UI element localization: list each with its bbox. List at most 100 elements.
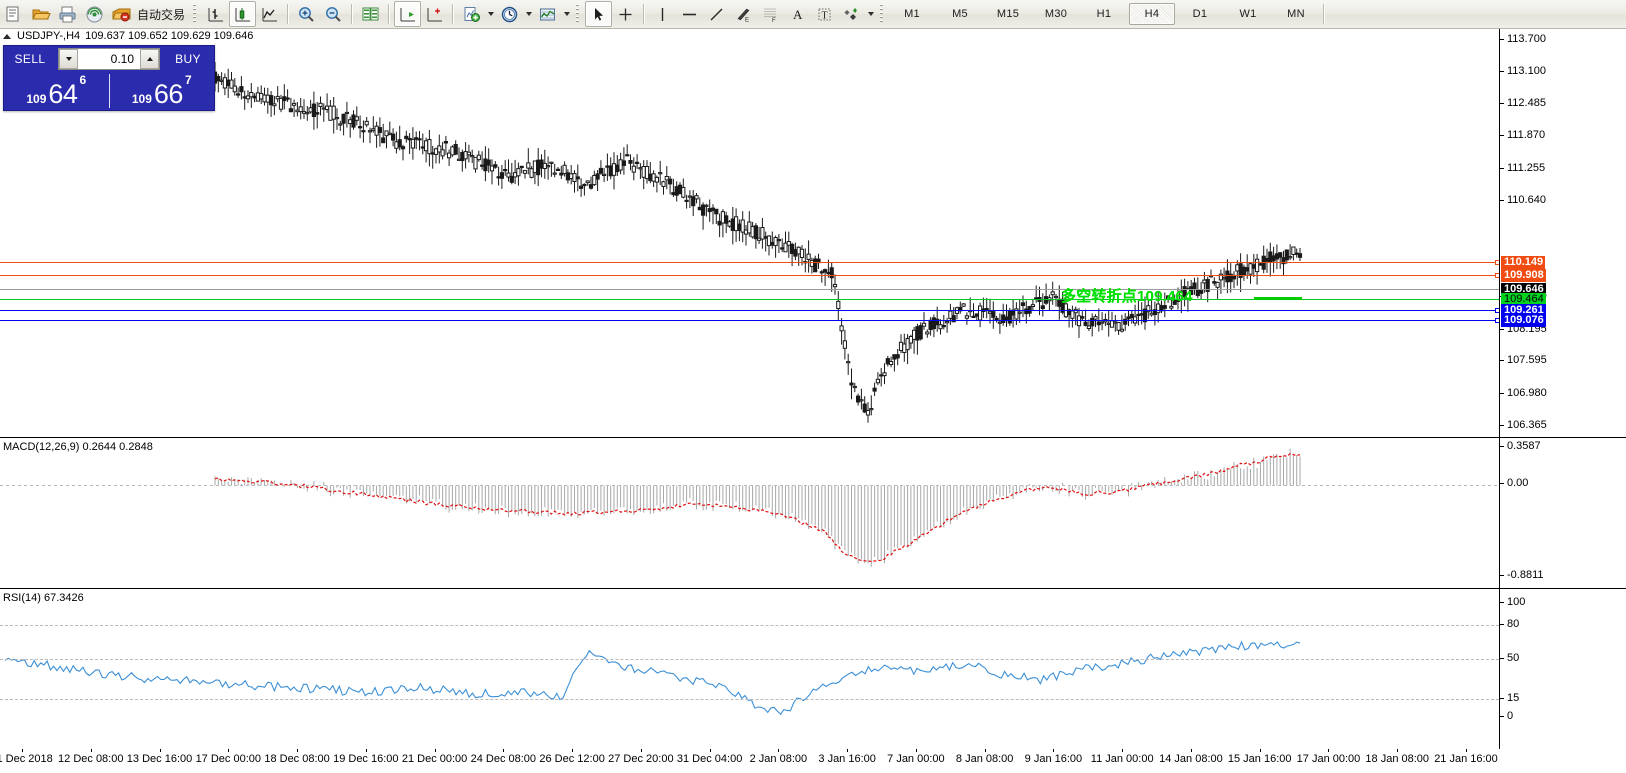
timeframe-mn-button[interactable]: MN bbox=[1287, 8, 1305, 20]
auto-scroll-icon[interactable] bbox=[394, 1, 422, 27]
level-line-109076[interactable] bbox=[0, 318, 1499, 323]
timeframe-h1-button[interactable]: H1 bbox=[1096, 8, 1112, 20]
print-preview-icon[interactable] bbox=[54, 1, 81, 27]
new-chart-icon[interactable] bbox=[458, 1, 485, 27]
rsi-plot-area[interactable] bbox=[0, 589, 1499, 750]
sell-price[interactable]: 109 64 6 bbox=[4, 72, 109, 110]
rsi-gridline bbox=[0, 699, 1499, 700]
text-label-icon[interactable]: A bbox=[784, 1, 811, 27]
level-handle[interactable] bbox=[1495, 318, 1499, 323]
timeframe-m15-button[interactable]: M15 bbox=[996, 8, 1020, 20]
svg-text:A: A bbox=[793, 7, 803, 22]
price-tag-109646[interactable]: 109.646 bbox=[1501, 283, 1546, 296]
time-tick bbox=[228, 749, 230, 752]
level-line-110149[interactable] bbox=[0, 260, 1499, 265]
volume-value[interactable]: 0.10 bbox=[110, 52, 134, 66]
timeframe-d1-button[interactable]: D1 bbox=[1192, 8, 1208, 20]
sell-button[interactable]: SELL bbox=[14, 52, 46, 66]
rsi-gridline bbox=[0, 659, 1499, 660]
bar-chart-icon[interactable] bbox=[202, 1, 229, 27]
toolbar-grip-1[interactable] bbox=[192, 4, 200, 24]
zoom-out-icon[interactable] bbox=[320, 1, 347, 27]
svg-text:T: T bbox=[822, 10, 828, 21]
time-label: 8 Jan 08:00 bbox=[955, 753, 1014, 765]
toolbar-grip-3[interactable] bbox=[879, 4, 887, 24]
buy-price-prefix: 109 bbox=[131, 92, 152, 106]
horizontal-line-icon[interactable] bbox=[676, 1, 703, 27]
price-plot-area[interactable]: 多空转折点109.464 bbox=[0, 29, 1499, 437]
shapes-dropdown-icon[interactable] bbox=[865, 2, 876, 26]
volume-increase-button[interactable] bbox=[140, 49, 159, 69]
time-label: 14 Jan 08:00 bbox=[1159, 753, 1223, 765]
fibonacci-icon[interactable]: F bbox=[757, 1, 784, 27]
buy-price[interactable]: 109 66 7 bbox=[110, 72, 215, 110]
buy-button[interactable]: BUY bbox=[175, 52, 201, 66]
trendline-icon[interactable] bbox=[703, 1, 730, 27]
autotrade-icon[interactable] bbox=[108, 1, 135, 27]
trade-panel-controls: SELL 0.10 BUY bbox=[4, 46, 214, 72]
toolbar-grip-2[interactable] bbox=[575, 4, 583, 24]
level-line-109908[interactable] bbox=[0, 273, 1499, 278]
volume-decrease-button[interactable] bbox=[59, 49, 78, 69]
price-axis[interactable]: 113.700 113.100 112.485 111.870 111.255 110.6… bbox=[1499, 29, 1626, 437]
equidistant-channel-icon[interactable]: E bbox=[730, 1, 757, 27]
candlestick-chart-icon[interactable] bbox=[229, 1, 257, 27]
time-tick bbox=[1259, 749, 1261, 752]
trade-panel-prices: 109 64 6 109 66 7 bbox=[4, 72, 214, 110]
indicators-dropdown-icon[interactable] bbox=[561, 2, 572, 26]
turning-point-annotation[interactable]: 多空转折点109.464 bbox=[1061, 288, 1193, 305]
timeframe-w1-button[interactable]: W1 bbox=[1239, 8, 1257, 20]
time-tick bbox=[1397, 749, 1399, 752]
level-line-109261[interactable] bbox=[0, 308, 1499, 313]
time-tick bbox=[709, 749, 711, 752]
new-order-icon[interactable] bbox=[0, 1, 27, 27]
timeframe-m30-button[interactable]: M30 bbox=[1044, 8, 1068, 20]
indicators-icon[interactable] bbox=[534, 1, 561, 27]
price-tag-109464[interactable]: 109.464 bbox=[1501, 293, 1546, 306]
level-handle[interactable] bbox=[1495, 260, 1499, 265]
text-icon[interactable]: T bbox=[811, 1, 838, 27]
new-chart-dropdown-icon[interactable] bbox=[485, 2, 496, 26]
timeframe-m5-button[interactable]: M5 bbox=[952, 8, 968, 20]
macd-plot-area[interactable] bbox=[0, 438, 1499, 589]
collapse-triangle-icon[interactable] bbox=[3, 33, 11, 39]
time-tick bbox=[1328, 749, 1330, 752]
timeframe-m1-button[interactable]: M1 bbox=[904, 8, 920, 20]
period-icon[interactable] bbox=[496, 1, 523, 27]
chart-shift-icon[interactable] bbox=[421, 1, 448, 27]
period-dropdown-icon[interactable] bbox=[523, 2, 534, 26]
timeframe-h4-button[interactable]: H4 bbox=[1129, 3, 1176, 25]
price-tag-109076[interactable]: 109.076 bbox=[1501, 314, 1546, 327]
rsi-label: RSI(14) 67.3426 bbox=[3, 592, 84, 604]
crosshair-icon[interactable] bbox=[612, 1, 639, 27]
svg-text:F: F bbox=[772, 18, 776, 24]
macd-axis[interactable]: 0.3587 0.00 -0.8811 bbox=[1499, 438, 1626, 589]
broadcast-icon[interactable] bbox=[81, 1, 108, 27]
volume-field[interactable]: 0.10 bbox=[58, 48, 160, 70]
cursor-icon[interactable] bbox=[585, 1, 613, 27]
tile-windows-icon[interactable] bbox=[357, 1, 384, 27]
vertical-line-icon[interactable] bbox=[649, 1, 676, 27]
one-click-trading-panel: SELL 0.10 BUY 109 64 6 109 66 7 bbox=[3, 45, 215, 111]
annotation-underline bbox=[1254, 297, 1302, 300]
ohlc-values: 109.637 109.652 109.629 109.646 bbox=[85, 30, 254, 42]
level-handle[interactable] bbox=[1495, 273, 1499, 278]
toolbar-separator-1 bbox=[287, 4, 290, 24]
line-chart-icon[interactable] bbox=[256, 1, 283, 27]
price-tag-110149[interactable]: 110.149 bbox=[1501, 256, 1546, 269]
time-label: 19 Dec 16:00 bbox=[333, 753, 399, 765]
shapes-icon[interactable] bbox=[838, 1, 865, 27]
zoom-in-icon[interactable] bbox=[293, 1, 320, 27]
folder-icon[interactable] bbox=[27, 1, 54, 27]
level-line-109464[interactable] bbox=[0, 299, 1499, 300]
price-tag-109908[interactable]: 109.908 bbox=[1501, 269, 1546, 282]
time-tick bbox=[1466, 749, 1467, 752]
autotrade-label[interactable]: 自动交易 bbox=[137, 7, 186, 22]
level-handle[interactable] bbox=[1495, 308, 1499, 313]
price-tag-109261[interactable]: 109.261 bbox=[1501, 304, 1546, 317]
buy-price-main: 66 bbox=[153, 79, 184, 109]
rsi-axis[interactable]: 100 80 50 15 0 bbox=[1499, 589, 1626, 750]
time-tick bbox=[503, 749, 505, 752]
macd-label: MACD(12,26,9) 0.2644 0.2848 bbox=[3, 441, 153, 453]
